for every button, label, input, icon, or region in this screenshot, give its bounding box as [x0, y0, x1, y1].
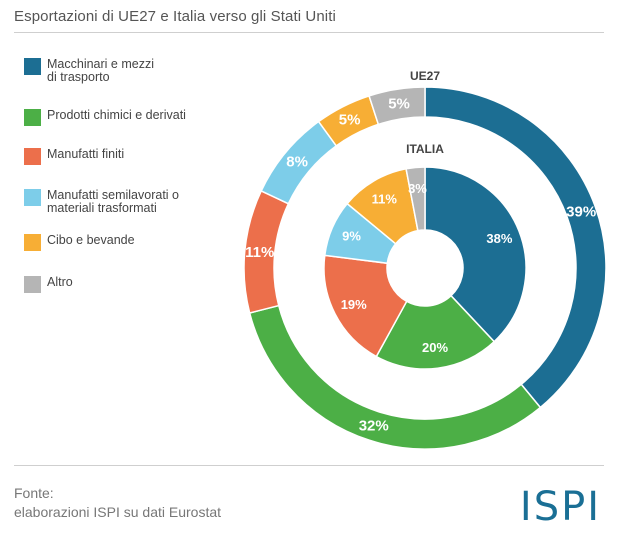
legend-label: Manufatti finiti: [47, 147, 125, 161]
inner-slice: [323, 254, 408, 358]
legend-item: Manufatti semilavorati o materiali trasfo…: [24, 189, 179, 215]
inner-slice-label: 9%: [342, 229, 361, 244]
inner-slice: [405, 166, 426, 232]
inner-slice-label: 11%: [372, 192, 398, 207]
legend-item: Cibo e bevande: [24, 234, 135, 251]
legend-swatch: [24, 148, 41, 165]
legend-label: Cibo e bevande: [47, 233, 135, 247]
legend-label: Prodotti chimici e derivati: [47, 108, 186, 122]
inner-slice-label: 20%: [422, 340, 448, 355]
outer-slice-label: 39%: [566, 203, 596, 220]
inner-slice-label: 38%: [486, 231, 512, 246]
legend-label: Macchinari e mezzi di trasporto: [47, 57, 154, 84]
inner-slice: [375, 294, 496, 370]
legend-item: Macchinari e mezzi di trasporto: [24, 58, 154, 84]
legend-swatch: [24, 58, 41, 75]
source-note: Fonte: elaborazioni ISPI su dati Eurosta…: [14, 484, 221, 522]
bottom-divider: [14, 465, 604, 466]
legend-item: Manufatti finiti: [24, 148, 124, 165]
ring-title-italia: ITALIA: [406, 142, 444, 156]
outer-slice-label: 11%: [245, 244, 274, 261]
outer-slice: [368, 86, 426, 126]
ring-title-ue27: UE27: [410, 69, 440, 83]
chart-title: Esportazioni di UE27 e Italia verso gli …: [14, 8, 336, 25]
legend-swatch: [24, 189, 41, 206]
inner-slice: [424, 166, 527, 343]
donut-chart: 39% 32% 11% 8% 5% 5% 38% 20% 19% 9% 11% 3% UE27 ITALI…: [243, 69, 607, 450]
outer-slice-label: 32%: [359, 417, 389, 434]
outer-slice-label: 5%: [388, 96, 410, 113]
legend-label: Manufatti semilavorati o materiali trasfo…: [47, 188, 180, 215]
ispi-logo: ISPI: [519, 484, 601, 530]
source-label: Fonte:: [14, 485, 54, 501]
legend-swatch: [24, 109, 41, 126]
legend-item: Altro: [24, 276, 73, 293]
legend-label: Altro: [47, 275, 73, 289]
legend-swatch: [24, 234, 41, 251]
inner-slice-label: 3%: [408, 181, 427, 196]
legend-swatch: [24, 276, 41, 293]
outer-slice-label: 8%: [286, 154, 308, 171]
top-divider: [14, 32, 604, 33]
legend-item: Prodotti chimici e derivati: [24, 109, 186, 126]
outer-slice-label: 5%: [339, 112, 361, 129]
source-text: elaborazioni ISPI su dati Eurostat: [14, 504, 222, 520]
inner-slice-label: 19%: [341, 297, 367, 312]
